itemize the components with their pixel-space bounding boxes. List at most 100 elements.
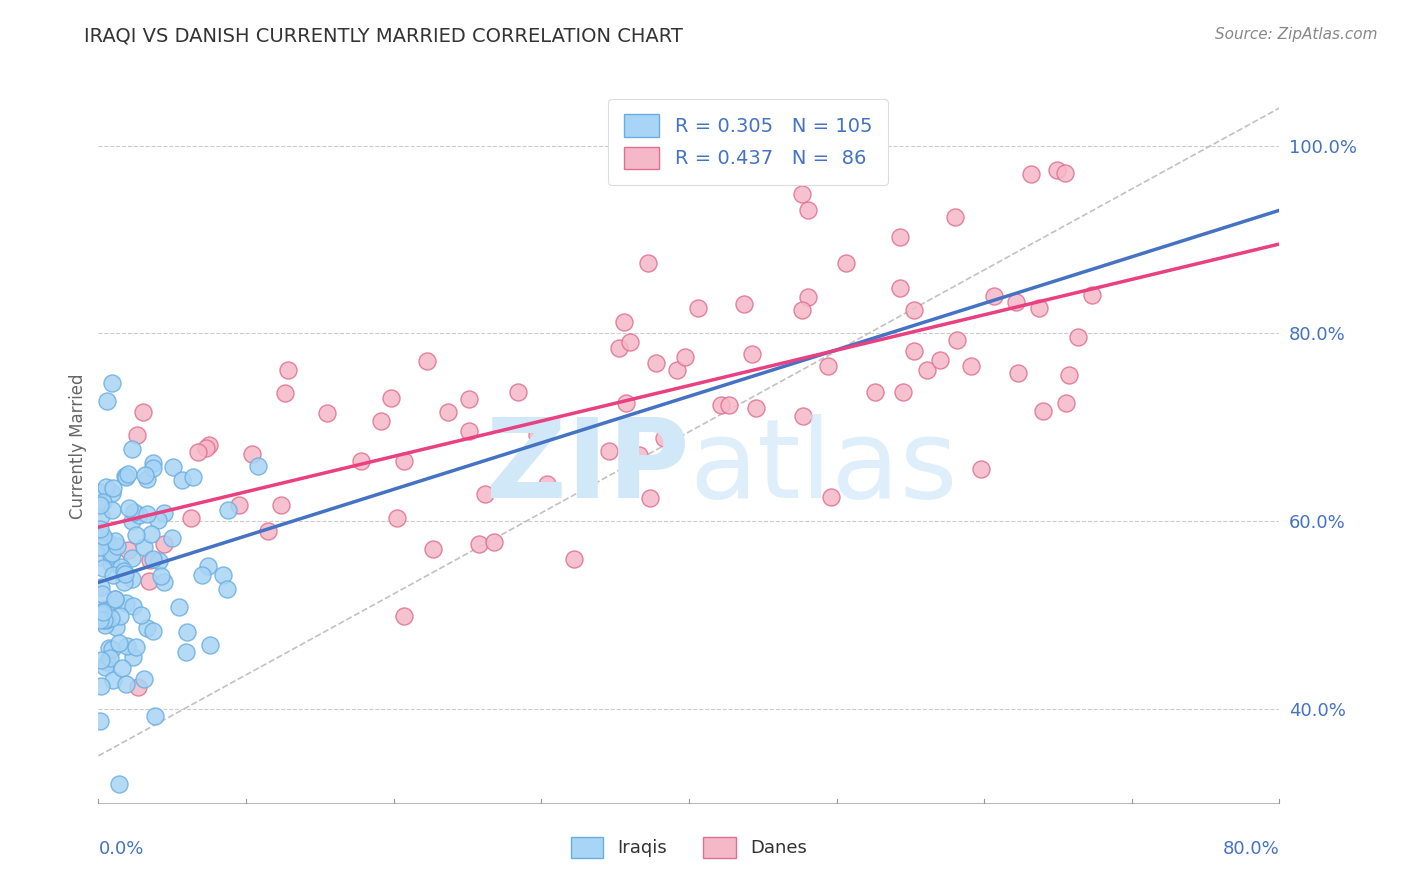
Point: [111, 661, 134, 675]
Point: [162, 460, 184, 475]
Point: [118, 501, 141, 516]
Point: [983, 289, 1005, 303]
Point: [117, 543, 139, 558]
Point: [187, 444, 209, 458]
Text: IRAQI VS DANISH CURRENTLY MARRIED CORRELATION CHART: IRAQI VS DANISH CURRENTLY MARRIED CORREL…: [84, 27, 683, 45]
Point: [114, 567, 136, 582]
Point: [91, 495, 114, 509]
Point: [93, 601, 115, 615]
Point: [101, 376, 124, 390]
Point: [89, 522, 111, 536]
Point: [392, 454, 415, 468]
Text: 80.0%: 80.0%: [1223, 840, 1279, 858]
Point: [718, 398, 741, 412]
Point: [217, 582, 239, 597]
Point: [127, 428, 149, 442]
Point: [90, 679, 112, 693]
Point: [132, 540, 155, 554]
Point: [607, 341, 630, 355]
Point: [108, 608, 131, 623]
Point: [122, 650, 145, 665]
Point: [180, 511, 202, 525]
Point: [121, 514, 143, 528]
Point: [142, 456, 165, 470]
Point: [170, 473, 193, 487]
Point: [482, 535, 505, 549]
Point: [1054, 166, 1077, 180]
Point: [101, 482, 124, 496]
Point: [101, 546, 124, 560]
Point: [474, 487, 496, 501]
Point: [458, 424, 481, 438]
Point: [108, 635, 131, 649]
Point: [108, 777, 131, 791]
Point: [666, 362, 689, 376]
Point: [970, 462, 993, 476]
Point: [100, 556, 122, 570]
Point: [104, 592, 127, 607]
Point: [197, 559, 219, 574]
Point: [94, 480, 117, 494]
Point: [121, 442, 143, 456]
Point: [101, 641, 124, 656]
Y-axis label: Currently Married: Currently Married: [69, 373, 87, 519]
Point: [1007, 366, 1029, 380]
Point: [198, 639, 221, 653]
Point: [117, 640, 139, 654]
Point: [167, 599, 190, 614]
Point: [90, 550, 112, 565]
Point: [191, 567, 214, 582]
Point: [790, 186, 813, 201]
Point: [104, 533, 127, 548]
Point: [114, 676, 136, 690]
Text: Source: ZipAtlas.com: Source: ZipAtlas.com: [1215, 27, 1378, 42]
Point: [257, 524, 280, 539]
Point: [91, 561, 114, 575]
Point: [153, 537, 176, 551]
Point: [93, 607, 115, 622]
Point: [380, 391, 402, 405]
Point: [247, 458, 270, 473]
Point: [673, 350, 696, 364]
Point: [112, 575, 135, 590]
Point: [127, 680, 149, 694]
Point: [121, 572, 143, 586]
Point: [89, 531, 111, 545]
Point: [117, 467, 139, 481]
Point: [915, 363, 938, 377]
Point: [350, 454, 373, 468]
Point: [436, 405, 458, 419]
Point: [152, 506, 174, 520]
Point: [228, 498, 250, 512]
Point: [790, 302, 813, 317]
Point: [104, 619, 127, 633]
Point: [506, 385, 529, 400]
Point: [943, 210, 966, 224]
Point: [96, 656, 118, 670]
Point: [796, 290, 818, 304]
Point: [148, 554, 170, 568]
Point: [90, 586, 112, 600]
Point: [835, 256, 858, 270]
Point: [115, 596, 138, 610]
Point: [93, 617, 115, 632]
Point: [385, 511, 408, 525]
Point: [110, 560, 132, 574]
Point: [733, 297, 755, 311]
Point: [468, 537, 491, 551]
Point: [91, 605, 114, 619]
Point: [100, 548, 122, 562]
Point: [797, 202, 820, 217]
Point: [101, 502, 124, 516]
Point: [103, 567, 125, 582]
Point: [1005, 295, 1028, 310]
Point: [142, 460, 165, 475]
Point: [745, 401, 768, 415]
Point: [638, 491, 661, 506]
Point: [1021, 167, 1043, 181]
Point: [889, 281, 911, 295]
Point: [270, 499, 292, 513]
Point: [142, 552, 165, 566]
Point: [125, 527, 148, 541]
Point: [536, 476, 558, 491]
